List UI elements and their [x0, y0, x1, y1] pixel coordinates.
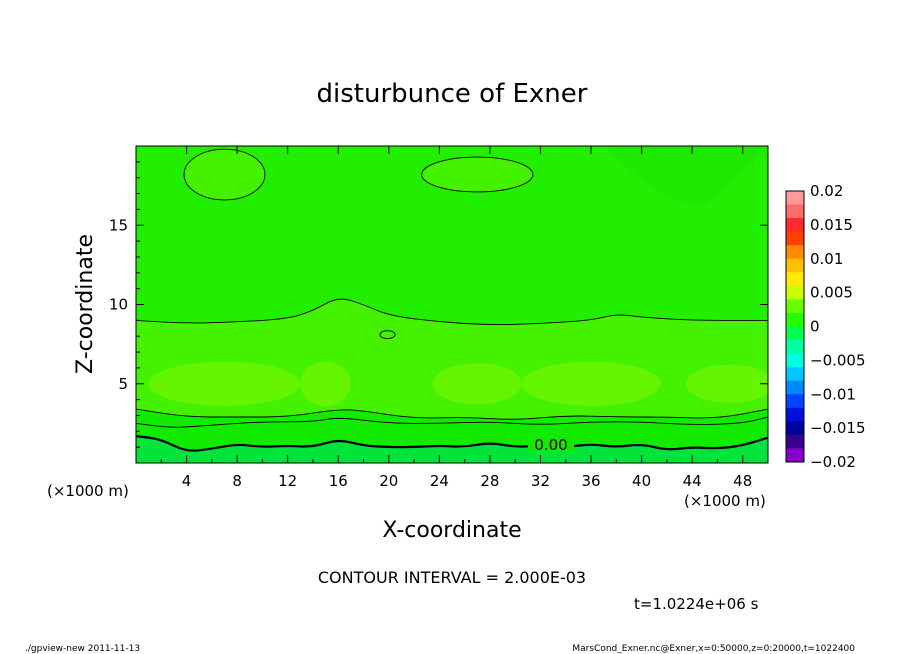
positive-patch: [685, 364, 768, 403]
colorbar-tick-label: 0.005: [810, 284, 853, 302]
y-axis: 5 10 15: [109, 161, 768, 448]
colorbar-swatch: [786, 204, 804, 219]
colorbar-swatch: [786, 380, 804, 395]
colorbar-swatch: [786, 353, 804, 368]
colorbar-swatch: [786, 299, 804, 314]
y-tick-label: 5: [118, 375, 128, 393]
colorbar-swatch: [786, 245, 804, 260]
closed-contour: [379, 330, 396, 340]
colorbar-swatch: [786, 434, 804, 449]
colorbar-tick-label: −0.015: [810, 419, 866, 437]
zero-contour-label-bg: [528, 436, 574, 452]
colorbar-swatch: [786, 258, 804, 273]
colorbar: [785, 190, 805, 463]
colorbar-swatch: [786, 231, 804, 246]
colorbar-tick-label: 0: [810, 318, 820, 336]
y-tick-label: 15: [109, 216, 128, 234]
colorbar-swatch: [786, 218, 804, 233]
colorbar-frame: [785, 190, 805, 463]
footer-left: ./gpview-new 2011-11-13: [25, 644, 140, 654]
colorbar-swatch: [786, 394, 804, 409]
x-unit-right: (×1000 m): [684, 492, 766, 510]
colorbar-tick-label: −0.02: [810, 453, 856, 471]
x-tick-label: 28: [480, 472, 499, 490]
x-tick-label: 20: [379, 472, 398, 490]
time-stamp-text: t=1.0224e+06 s: [634, 595, 759, 613]
contour-line: [136, 435, 768, 452]
x-tick-label: 12: [278, 472, 297, 490]
colorbar-tick-label: 0.015: [810, 216, 853, 234]
x-axis: 4 8 12 16 20 24 28 32 36 40 44 48: [160, 146, 769, 490]
colorbar-swatch: [786, 340, 804, 355]
positive-patch: [521, 361, 661, 406]
y-tick-label: 10: [109, 296, 128, 314]
contour-interval-text: CONTOUR INTERVAL = 2.000E-03: [318, 568, 586, 587]
colorbar-swatch: [786, 326, 804, 341]
x-tick-label: 8: [232, 472, 242, 490]
positive-patch: [300, 361, 351, 406]
contour-line: [136, 298, 768, 326]
colorbar-tick-label: 0.02: [810, 182, 843, 200]
colorbar-swatch: [786, 312, 804, 327]
bottom-band-fill: [136, 436, 768, 463]
closed-region-fill: [379, 330, 396, 339]
x-tick-label: 44: [683, 472, 702, 490]
x-unit-left: (×1000 m): [47, 482, 129, 500]
x-tick-label: 32: [531, 472, 550, 490]
colorbar-swatch: [786, 421, 804, 436]
x-tick-label: 4: [182, 472, 192, 490]
x-tick-label: 48: [733, 472, 752, 490]
positive-patch: [433, 363, 522, 405]
closed-region-fill: [421, 157, 533, 192]
colorbar-tick-label: −0.01: [810, 385, 856, 403]
colorbar-swatch: [786, 367, 804, 382]
contour-line: [136, 416, 768, 428]
closed-contour: [183, 148, 266, 201]
colorbar-swatch: [786, 272, 804, 287]
y-axis-label: Z-coordinate: [73, 234, 98, 374]
positive-patch: [148, 361, 301, 406]
x-tick-label: 16: [329, 472, 348, 490]
contour-line: [136, 408, 768, 420]
colorbar-tick-label: −0.005: [810, 351, 866, 369]
colorbar-swatch: [786, 285, 804, 300]
upper-right-region-fill: [603, 146, 768, 205]
colorbar-swatch: [786, 448, 804, 463]
x-tick-label: 24: [430, 472, 449, 490]
colorbar-tick-label: 0.01: [810, 250, 843, 268]
footer-right: MarsCond_Exner.nc@Exner,x=0:50000,z=0:20…: [572, 644, 855, 654]
colorbar-swatch: [786, 407, 804, 422]
x-tick-label: 36: [581, 472, 600, 490]
x-axis-label: X-coordinate: [382, 518, 521, 543]
closed-contour: [421, 156, 534, 193]
x-tick-label: 40: [632, 472, 651, 490]
chart-title: disturbunce of Exner: [317, 79, 588, 109]
colorbar-swatch: [786, 191, 804, 206]
zero-contour-label: 0.00: [534, 436, 567, 454]
closed-region-fill: [184, 149, 265, 200]
contour-plot-area: [136, 146, 768, 463]
